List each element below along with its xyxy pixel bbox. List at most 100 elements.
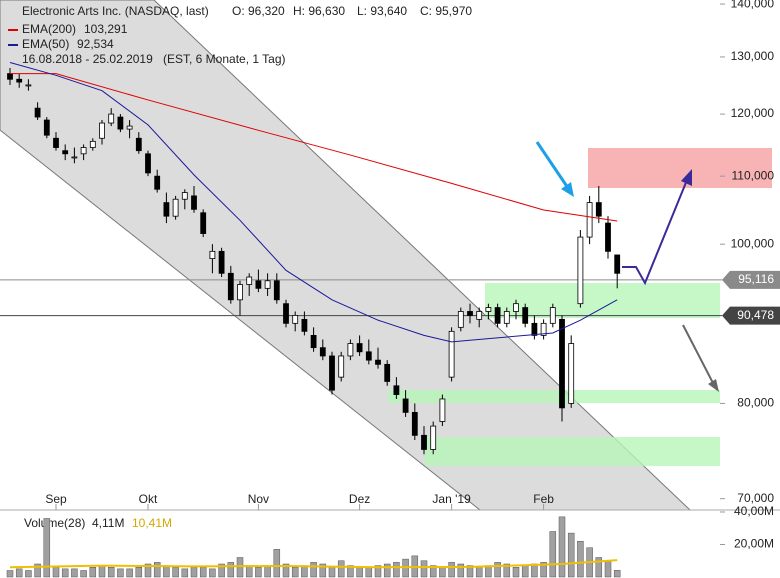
volume-bar [475,566,483,578]
candle-body [34,107,41,118]
header: Electronic Arts Inc. (NASDAQ, last) O: 9… [22,4,472,530]
volume-bar [236,557,244,578]
chart-title: Electronic Arts Inc. (NASDAQ, last) [22,4,209,18]
volume-average-label: 10,41M [132,516,172,530]
volume-bar [144,563,152,578]
arrow [622,179,688,286]
x-tick-label: Jan '19 [432,492,471,506]
candle-body [80,147,87,155]
level-tag [722,270,780,289]
arrowhead [561,182,574,197]
candle-body [200,212,207,234]
candle-body [540,322,547,336]
volume-bar [337,560,345,578]
volume-bar [52,566,60,578]
volume-bar [245,565,253,578]
legend-name: EMA(50) [22,37,69,51]
resistance-zone [588,148,772,188]
volume-bar [457,563,465,578]
level-label: 90,478 [737,308,774,322]
y-tick-label: 80,000 [737,396,774,410]
candle-body [411,411,418,436]
x-tick-label: Dez [349,492,370,506]
support-zone [388,390,720,403]
settings: (EST, 6 Monate, 1 Tag) [163,52,286,66]
candle-body [227,272,234,301]
candle-body [577,236,584,305]
volume-bar [25,570,32,578]
y-tick-label: 130,000 [731,49,775,63]
candle-body [255,280,262,289]
volume-bar [531,563,538,578]
quote: L: 93,640 [357,4,407,18]
candle-body [209,250,216,259]
candle-body [467,311,473,316]
candle-body [53,137,59,148]
volume-bar [6,570,14,578]
y-tick-label: 110,000 [732,168,775,182]
candle-body [283,303,289,324]
volume-bar [383,563,391,578]
candle-body [126,125,133,130]
line-series [9,61,618,343]
quote: C: 95,970 [420,4,472,18]
volume-bar [199,566,207,578]
candle-body [310,334,317,349]
volume-bar [117,568,124,578]
volume-bar [190,566,198,578]
y-tick-label: 120,000 [731,106,775,120]
volume-bar [71,568,78,578]
volume-last: 4,11M [92,516,124,530]
quote: O: 96,320 [232,4,285,18]
volume-bar [558,516,566,578]
volume-bar [291,566,299,578]
arrowhead [708,379,719,392]
candle-body [586,202,593,238]
candle-body [448,330,455,378]
x-tick-label: Okt [139,492,158,506]
volume-bar [301,565,308,578]
volume-bar [227,562,235,578]
volume-bar [310,562,317,578]
volume-bar [347,565,354,578]
candle-body [292,315,299,324]
support-zone [425,437,720,466]
volume-bar [218,563,225,578]
quote: H: 96,630 [293,4,345,18]
candle-body [476,311,483,320]
candle-body [16,78,23,83]
candle-body [191,195,197,210]
candle-body [595,202,602,217]
candle-body [237,284,243,301]
candle-body [319,347,326,357]
candle-body [365,351,372,361]
candle-body [375,359,381,365]
candle-body [559,318,565,409]
volume-bar [577,540,584,578]
volume-bar [89,566,97,578]
y-tick-label: 140,000 [731,0,775,10]
volume-bar [567,532,575,578]
y-tick-label: 70,000 [737,491,774,505]
candle-body [89,140,96,148]
candle-body [145,153,151,174]
volume-bar [126,568,133,578]
x-tick-label: Feb [533,492,554,506]
volume-bar [494,562,501,578]
volume-bar [595,557,603,578]
y-tick-label: 20,00M [734,537,774,551]
candle-body [605,222,611,252]
volume-bar [365,566,373,578]
volume-bar [448,562,455,578]
y-tick-label: 100,000 [731,236,775,250]
x-tick-label: Nov [248,492,269,506]
candle-body [568,343,575,404]
candle-body [301,318,308,332]
candle-body [172,198,179,217]
volume-bar [356,566,363,578]
candle-body [71,156,78,159]
candle-body [163,202,170,217]
candle-body [457,311,464,328]
volume-bar [172,566,179,578]
volume-bar [163,565,170,578]
